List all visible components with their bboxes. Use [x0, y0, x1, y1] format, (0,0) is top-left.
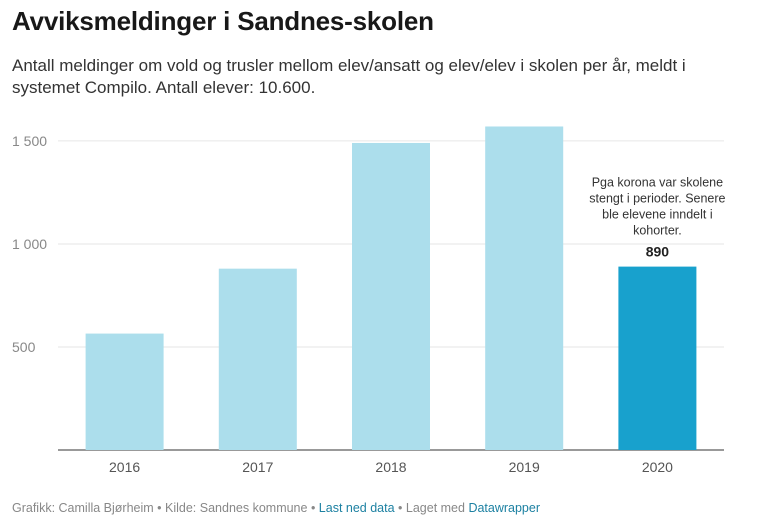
x-tick-label: 2016 [109, 459, 140, 475]
x-tick-label: 2020 [642, 459, 673, 475]
bars [85, 126, 697, 450]
annotation-line: stengt i perioder. Senere [589, 192, 725, 206]
y-tick-label: 1 500 [12, 133, 47, 149]
x-tick-label: 2018 [375, 459, 406, 475]
annotation-line: ble elevene inndelt i [602, 208, 713, 222]
bar-value-label: 890 [646, 244, 670, 260]
annotation-line: Pga korona var skolene [592, 176, 723, 190]
footer-made-with: Laget med [405, 501, 469, 515]
annotation-line: kohorter. [633, 224, 682, 238]
footer-separator: • [307, 501, 319, 515]
bar-2016[interactable] [85, 333, 164, 450]
bar-2018[interactable] [352, 142, 430, 450]
y-tick-label: 500 [12, 339, 36, 355]
footer-source: Kilde: Sandnes kommune [165, 501, 308, 515]
y-tick-label: 1 000 [12, 236, 47, 252]
footer: Grafikk: Camilla Bjørheim • Kilde: Sandn… [12, 501, 540, 515]
footer-separator: • [394, 501, 406, 515]
footer-separator: • [153, 501, 166, 515]
bar-2020[interactable] [618, 266, 697, 450]
footer-credit: Grafikk: Camilla Bjørheim [12, 501, 154, 515]
bar-2019[interactable] [485, 126, 564, 450]
datawrapper-link[interactable]: Datawrapper [468, 501, 541, 515]
chart-title: Avviksmeldinger i Sandnes-skolen [12, 6, 434, 36]
chart-subtitle: Antall meldinger om vold og trusler mell… [12, 56, 686, 97]
labels: 500 1 000 1 500 2016 2017 2018 2019 2020 890 Pga … [12, 133, 726, 475]
download-data-link[interactable]: Last ned data [318, 501, 395, 515]
annotation: Pga korona var skolene stengt i perioder.… [589, 176, 725, 238]
x-tick-label: 2017 [242, 459, 273, 475]
bar-2017[interactable] [218, 268, 297, 450]
x-tick-label: 2019 [509, 459, 540, 475]
